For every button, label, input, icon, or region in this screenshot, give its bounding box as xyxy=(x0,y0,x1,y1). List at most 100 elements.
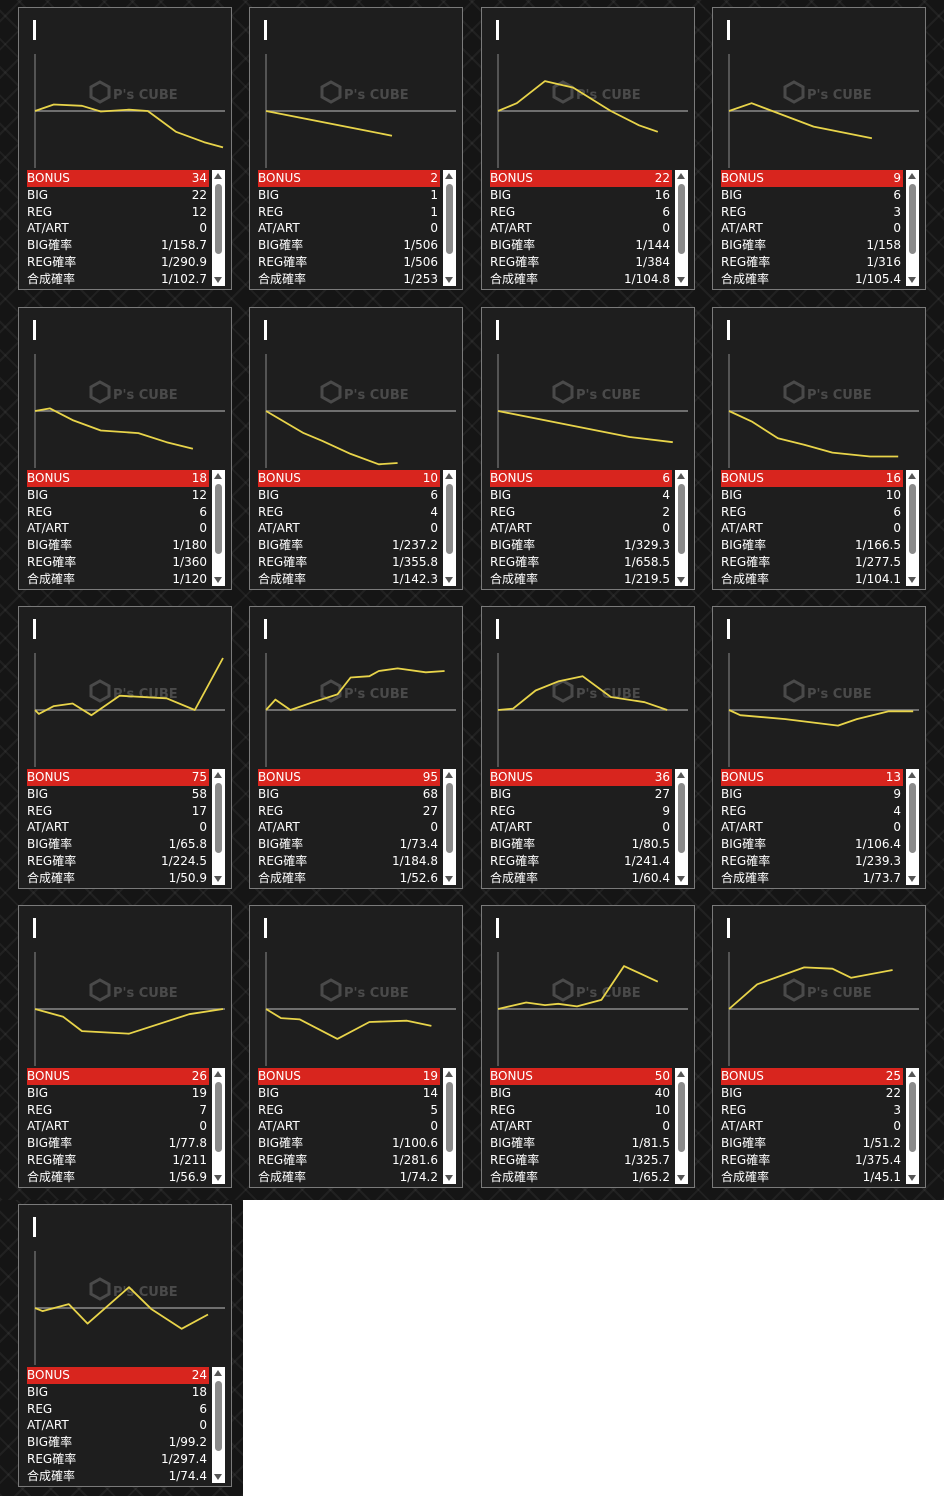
scroll-up-arrow-icon[interactable] xyxy=(445,473,453,479)
scroll-up-arrow-icon[interactable] xyxy=(677,473,685,479)
scroll-thumb[interactable] xyxy=(678,184,685,254)
machine-card[interactable]: P's CUBE BONUS 19 BIG 14 REG 5 AT/ART 0 BIG確率 1/10… xyxy=(249,905,463,1188)
scroll-down-arrow-icon[interactable] xyxy=(677,1175,685,1181)
scroll-down-arrow-icon[interactable] xyxy=(214,577,222,583)
stats-scrollbar[interactable] xyxy=(443,769,456,885)
machine-card[interactable]: P's CUBE BONUS 2 BIG 1 REG 1 AT/ART 0 BIG確率 1/506 R… xyxy=(249,7,463,290)
scroll-down-arrow-icon[interactable] xyxy=(214,277,222,283)
scroll-up-arrow-icon[interactable] xyxy=(677,1071,685,1077)
scroll-down-arrow-icon[interactable] xyxy=(214,1175,222,1181)
scroll-thumb[interactable] xyxy=(215,1082,222,1152)
stats-table[interactable]: BONUS 36 BIG 27 REG 9 AT/ART 0 BIG確率 1/80.5 REG確率 1… xyxy=(490,769,672,887)
scroll-up-arrow-icon[interactable] xyxy=(908,772,916,778)
scroll-up-arrow-icon[interactable] xyxy=(214,173,222,179)
stats-table[interactable]: BONUS 50 BIG 40 REG 10 AT/ART 0 BIG確率 1/81.5 REG確率… xyxy=(490,1068,672,1186)
machine-card[interactable]: P's CUBE BONUS 26 BIG 19 REG 7 AT/ART 0 BIG確率 1/77… xyxy=(18,905,232,1188)
scroll-thumb[interactable] xyxy=(446,484,453,554)
scroll-up-arrow-icon[interactable] xyxy=(677,772,685,778)
stats-table[interactable]: BONUS 34 BIG 22 REG 12 AT/ART 0 BIG確率 1/158.7 REG確… xyxy=(27,170,209,288)
stats-scrollbar[interactable] xyxy=(212,1367,225,1483)
stats-table[interactable]: BONUS 95 BIG 68 REG 27 AT/ART 0 BIG確率 1/73.4 REG確率… xyxy=(258,769,440,887)
stats-scrollbar[interactable] xyxy=(906,769,919,885)
stats-scrollbar[interactable] xyxy=(675,170,688,286)
machine-card[interactable]: P's CUBE BONUS 95 BIG 68 REG 27 AT/ART 0 BIG確率 1/7… xyxy=(249,606,463,889)
scroll-up-arrow-icon[interactable] xyxy=(677,173,685,179)
scroll-thumb[interactable] xyxy=(678,484,685,554)
scroll-up-arrow-icon[interactable] xyxy=(445,173,453,179)
stats-scrollbar[interactable] xyxy=(443,470,456,586)
scroll-thumb[interactable] xyxy=(909,1082,916,1152)
scroll-thumb[interactable] xyxy=(446,783,453,853)
machine-card[interactable]: P's CUBE BONUS 25 BIG 22 REG 3 AT/ART 0 BIG確率 1/51… xyxy=(712,905,926,1188)
scroll-up-arrow-icon[interactable] xyxy=(214,1071,222,1077)
scroll-down-arrow-icon[interactable] xyxy=(445,1175,453,1181)
machine-card[interactable]: P's CUBE BONUS 16 BIG 10 REG 6 AT/ART 0 BIG確率 1/16… xyxy=(712,307,926,590)
scroll-thumb[interactable] xyxy=(215,184,222,254)
scroll-thumb[interactable] xyxy=(678,1082,685,1152)
scroll-down-arrow-icon[interactable] xyxy=(445,277,453,283)
scroll-up-arrow-icon[interactable] xyxy=(445,772,453,778)
machine-card[interactable]: P's CUBE BONUS 13 BIG 9 REG 4 AT/ART 0 BIG確率 1/106… xyxy=(712,606,926,889)
stats-table[interactable]: BONUS 13 BIG 9 REG 4 AT/ART 0 BIG確率 1/106.4 REG確率 1… xyxy=(721,769,903,887)
scroll-up-arrow-icon[interactable] xyxy=(445,1071,453,1077)
scroll-thumb[interactable] xyxy=(909,783,916,853)
stats-scrollbar[interactable] xyxy=(675,470,688,586)
stats-table[interactable]: BONUS 19 BIG 14 REG 5 AT/ART 0 BIG確率 1/100.6 REG確率… xyxy=(258,1068,440,1186)
scroll-thumb[interactable] xyxy=(215,484,222,554)
scroll-down-arrow-icon[interactable] xyxy=(677,277,685,283)
scroll-up-arrow-icon[interactable] xyxy=(214,1370,222,1376)
stats-table[interactable]: BONUS 24 BIG 18 REG 6 AT/ART 0 BIG確率 1/99.2 REG確率 1… xyxy=(27,1367,209,1485)
machine-card[interactable]: P's CUBE BONUS 9 BIG 6 REG 3 AT/ART 0 BIG確率 1/158 R… xyxy=(712,7,926,290)
scroll-up-arrow-icon[interactable] xyxy=(908,173,916,179)
stats-table[interactable]: BONUS 18 BIG 12 REG 6 AT/ART 0 BIG確率 1/180 REG確率 1/… xyxy=(27,470,209,588)
stats-scrollbar[interactable] xyxy=(212,1068,225,1184)
scroll-thumb[interactable] xyxy=(215,1381,222,1451)
machine-card[interactable]: P's CUBE BONUS 22 BIG 16 REG 6 AT/ART 0 BIG確率 1/14… xyxy=(481,7,695,290)
scroll-down-arrow-icon[interactable] xyxy=(908,876,916,882)
scroll-thumb[interactable] xyxy=(909,484,916,554)
machine-card[interactable]: P's CUBE BONUS 18 BIG 12 REG 6 AT/ART 0 BIG確率 1/18… xyxy=(18,307,232,590)
scroll-down-arrow-icon[interactable] xyxy=(908,1175,916,1181)
stats-scrollbar[interactable] xyxy=(443,170,456,286)
stats-table[interactable]: BONUS 25 BIG 22 REG 3 AT/ART 0 BIG確率 1/51.2 REG確率 1… xyxy=(721,1068,903,1186)
stats-table[interactable]: BONUS 22 BIG 16 REG 6 AT/ART 0 BIG確率 1/144 REG確率 1/… xyxy=(490,170,672,288)
stats-table[interactable]: BONUS 10 BIG 6 REG 4 AT/ART 0 BIG確率 1/237.2 REG確率 1… xyxy=(258,470,440,588)
stats-table[interactable]: BONUS 16 BIG 10 REG 6 AT/ART 0 BIG確率 1/166.5 REG確率… xyxy=(721,470,903,588)
stats-scrollbar[interactable] xyxy=(906,1068,919,1184)
stats-scrollbar[interactable] xyxy=(212,769,225,885)
stats-scrollbar[interactable] xyxy=(443,1068,456,1184)
scroll-thumb[interactable] xyxy=(909,184,916,254)
stats-scrollbar[interactable] xyxy=(906,470,919,586)
scroll-down-arrow-icon[interactable] xyxy=(677,577,685,583)
scroll-up-arrow-icon[interactable] xyxy=(908,473,916,479)
stats-table[interactable]: BONUS 6 BIG 4 REG 2 AT/ART 0 BIG確率 1/329.3 REG確率 1/… xyxy=(490,470,672,588)
machine-card[interactable]: P's CUBE BONUS 34 BIG 22 REG 12 AT/ART 0 BIG確率 1/1… xyxy=(18,7,232,290)
scroll-up-arrow-icon[interactable] xyxy=(214,473,222,479)
scroll-down-arrow-icon[interactable] xyxy=(214,1474,222,1480)
scroll-down-arrow-icon[interactable] xyxy=(214,876,222,882)
scroll-down-arrow-icon[interactable] xyxy=(908,577,916,583)
scroll-down-arrow-icon[interactable] xyxy=(677,876,685,882)
scroll-thumb[interactable] xyxy=(446,184,453,254)
machine-card[interactable]: P's CUBE BONUS 6 BIG 4 REG 2 AT/ART 0 BIG確率 1/329.… xyxy=(481,307,695,590)
stats-table[interactable]: BONUS 9 BIG 6 REG 3 AT/ART 0 BIG確率 1/158 REG確率 1/31… xyxy=(721,170,903,288)
stats-table[interactable]: BONUS 75 BIG 58 REG 17 AT/ART 0 BIG確率 1/65.8 REG確率… xyxy=(27,769,209,887)
machine-card[interactable]: P's CUBE BONUS 50 BIG 40 REG 10 AT/ART 0 BIG確率 1/8… xyxy=(481,905,695,1188)
stats-scrollbar[interactable] xyxy=(212,470,225,586)
scroll-thumb[interactable] xyxy=(215,783,222,853)
stats-scrollbar[interactable] xyxy=(675,769,688,885)
stats-table[interactable]: BONUS 26 BIG 19 REG 7 AT/ART 0 BIG確率 1/77.8 REG確率 1… xyxy=(27,1068,209,1186)
scroll-down-arrow-icon[interactable] xyxy=(908,277,916,283)
scroll-up-arrow-icon[interactable] xyxy=(214,772,222,778)
stats-scrollbar[interactable] xyxy=(212,170,225,286)
machine-card[interactable]: P's CUBE BONUS 10 BIG 6 REG 4 AT/ART 0 BIG確率 1/237… xyxy=(249,307,463,590)
machine-card[interactable]: P's CUBE BONUS 36 BIG 27 REG 9 AT/ART 0 BIG確率 1/80… xyxy=(481,606,695,889)
scroll-down-arrow-icon[interactable] xyxy=(445,876,453,882)
stats-scrollbar[interactable] xyxy=(675,1068,688,1184)
stats-table[interactable]: BONUS 2 BIG 1 REG 1 AT/ART 0 BIG確率 1/506 REG確率 1/50… xyxy=(258,170,440,288)
scroll-up-arrow-icon[interactable] xyxy=(908,1071,916,1077)
scroll-thumb[interactable] xyxy=(446,1082,453,1152)
machine-card[interactable]: P's CUBE BONUS 75 BIG 58 REG 17 AT/ART 0 BIG確率 1/6… xyxy=(18,606,232,889)
scroll-thumb[interactable] xyxy=(678,783,685,853)
scroll-down-arrow-icon[interactable] xyxy=(445,577,453,583)
